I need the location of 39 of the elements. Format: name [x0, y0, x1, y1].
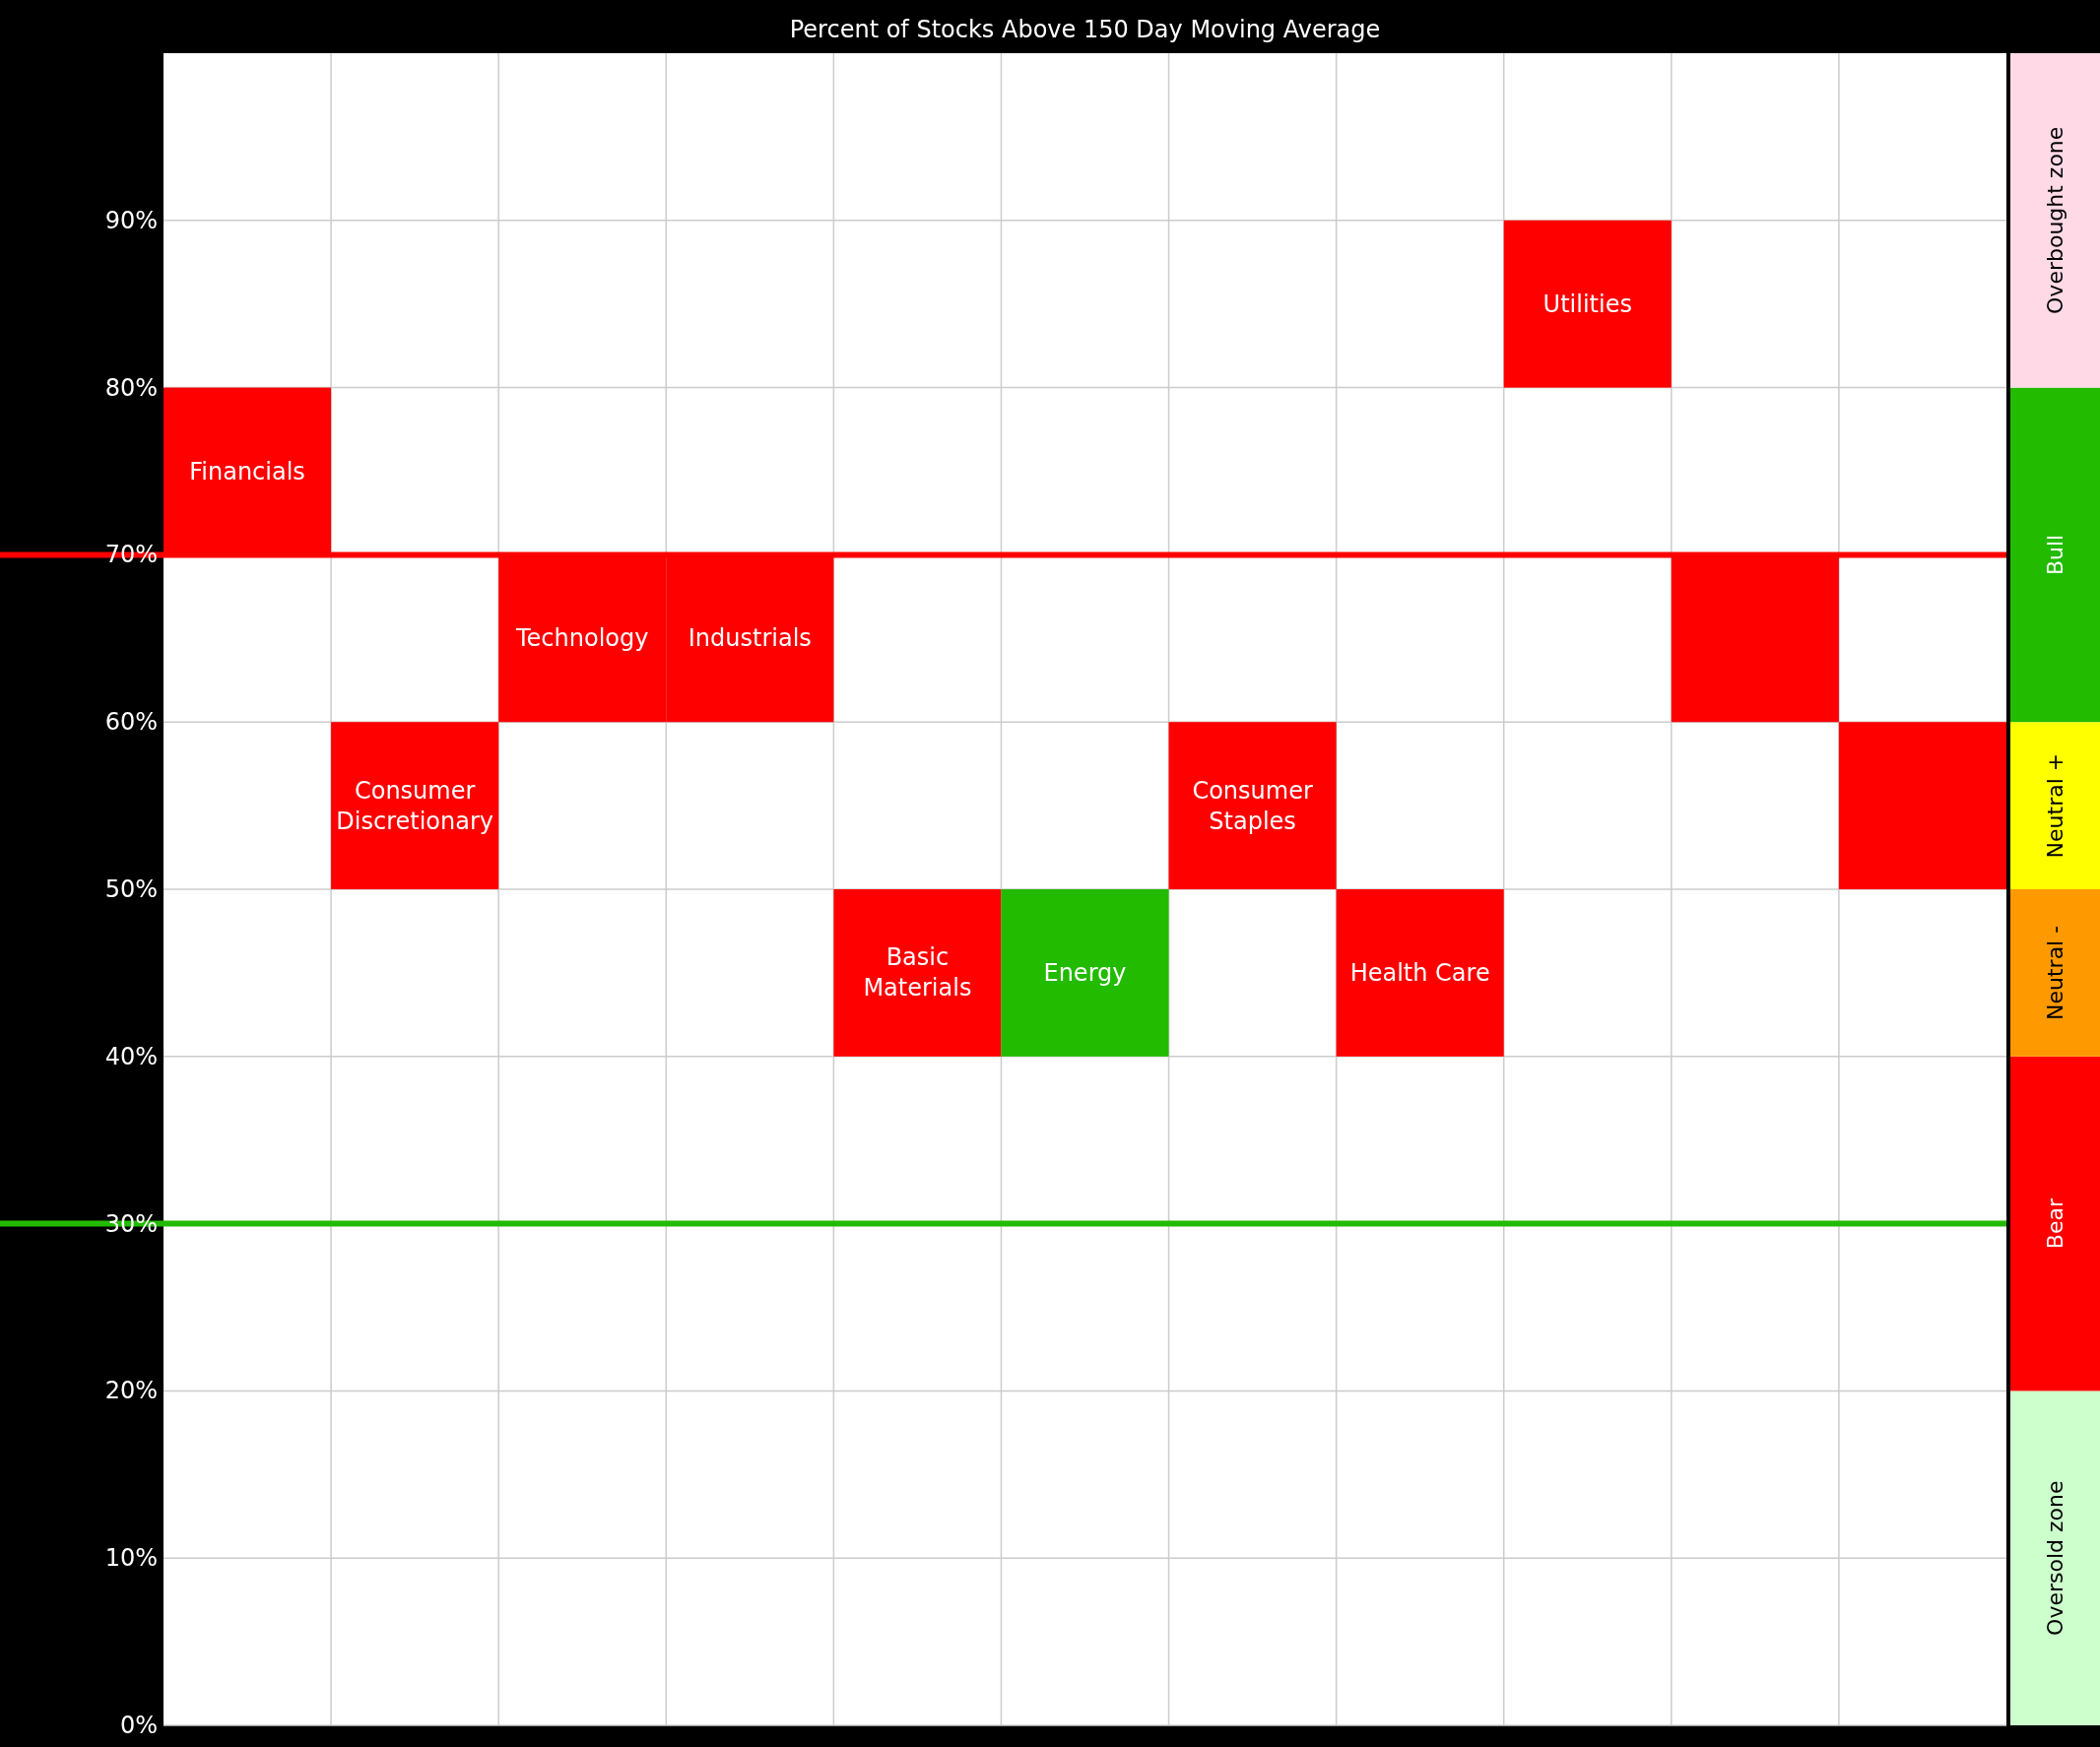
y-tick-label: 50% [104, 875, 158, 903]
bar [2010, 387, 2100, 723]
bar [2010, 889, 2100, 1057]
bar [1001, 889, 1169, 1057]
bar [331, 722, 499, 889]
y-tick-label: 20% [104, 1377, 158, 1405]
bar [833, 889, 1002, 1057]
x-tick-label: Energy [1043, 958, 1127, 987]
y-tick-label: 30% [104, 1209, 158, 1238]
series-label: Bull [2043, 534, 2067, 576]
y-tick-label: 10% [104, 1544, 158, 1573]
bar [1336, 889, 1504, 1057]
series-label: Oversold zone [2043, 1480, 2067, 1636]
y-tick-label: 90% [104, 206, 158, 234]
x-tick-label: Industrials [688, 624, 812, 653]
x-tick-label: Consumer Discretionary [336, 776, 493, 835]
bar [2010, 722, 2100, 889]
y-tick-label: 80% [104, 373, 158, 402]
bar [1838, 722, 2006, 889]
x-tick-label: Utilities [1542, 290, 1632, 318]
series-label: Bear [2043, 1197, 2067, 1250]
y-tick-label: 40% [104, 1042, 158, 1070]
bar [2010, 1391, 2100, 1725]
chart-title: Percent of Stocks Above 150 Day Moving Average [789, 16, 1381, 43]
series-label: Neutral - [2043, 925, 2067, 1020]
bar [1168, 722, 1337, 889]
x-tick-label: Financials [189, 457, 305, 485]
series-label: Overbought zone [2043, 126, 2067, 314]
x-tick-label: Basic Materials [863, 943, 972, 1003]
y-tick-label: 70% [104, 541, 158, 569]
x-tick-label: Consumer Staples [1192, 776, 1313, 835]
series-label: Neutral + [2043, 752, 2067, 859]
bar [2010, 1056, 2100, 1391]
bar [1503, 220, 1672, 388]
x-tick-label: Health Care [1349, 958, 1490, 987]
y-tick-label: 0% [119, 1712, 158, 1739]
x-tick-label: Technology [515, 624, 649, 653]
bar [2010, 53, 2100, 388]
y-tick-label: 60% [104, 708, 158, 737]
